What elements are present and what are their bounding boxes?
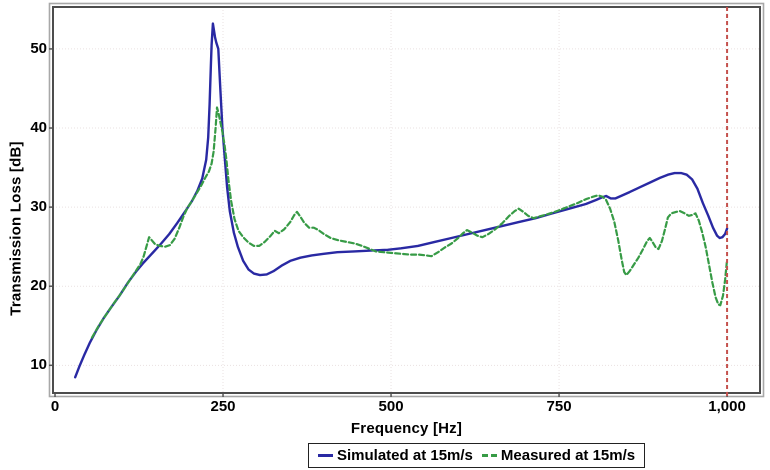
x-axis-title: Frequency [Hz]: [350, 420, 463, 437]
x-tick-label-0: 0: [50, 398, 60, 415]
legend-item-simulated: Simulated at 15m/s: [318, 447, 473, 464]
y-tick-label-50: 50: [30, 39, 47, 57]
solid-line-swatch-icon: [318, 454, 333, 457]
legend-label: Measured at 15m/s: [500, 447, 636, 464]
y-tick-label-10: 10: [30, 356, 47, 374]
series-line-measured: [90, 106, 729, 339]
y-axis-title: Transmission Loss [dB]: [7, 141, 25, 316]
x-tick-label-250: 250: [210, 398, 236, 415]
y-tick-label-30: 30: [30, 198, 47, 216]
plot-frame: [52, 6, 761, 394]
dashed-line-swatch-icon: [481, 454, 497, 457]
x-tick-label-1000: 1,000: [708, 398, 746, 415]
plot-background: [53, 7, 760, 393]
y-tick-label-20: 20: [30, 277, 47, 295]
series-line-simulated: [73, 22, 729, 379]
y-tick-label-40: 40: [30, 119, 47, 137]
legend: Simulated at 15m/s Measured at 15m/s: [308, 443, 646, 468]
x-tick-label-500: 500: [378, 398, 404, 415]
legend-label: Simulated at 15m/s: [337, 447, 473, 464]
x-tick-label-750: 750: [546, 398, 572, 415]
legend-item-measured: Measured at 15m/s: [481, 447, 636, 464]
plot-outer-bevel: [48, 2, 765, 398]
